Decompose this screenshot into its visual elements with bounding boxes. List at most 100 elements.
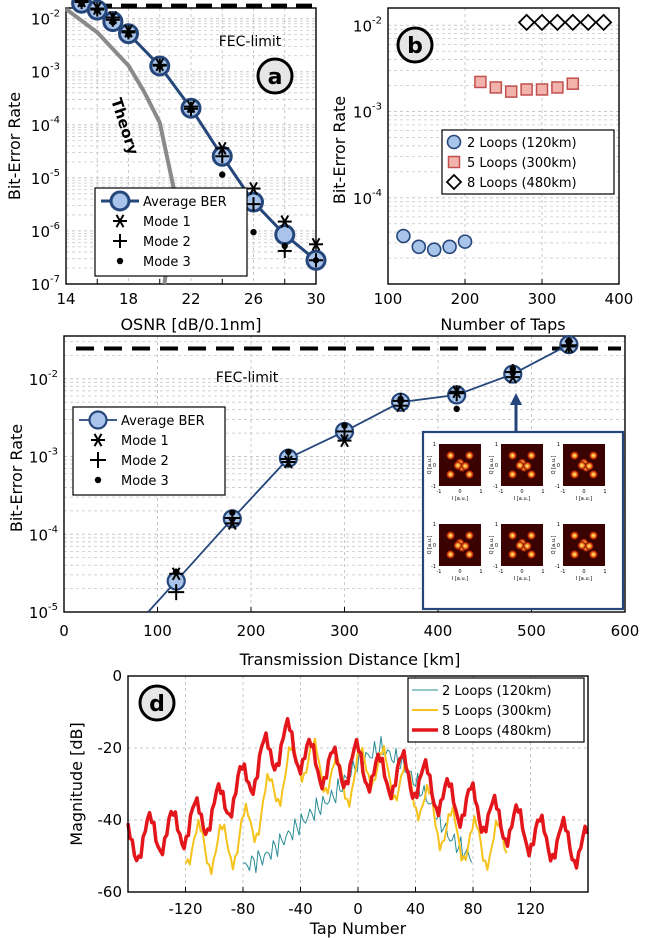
constellation-point <box>446 531 455 540</box>
mode2-point-c <box>448 385 465 402</box>
legend-label-a: Mode 1 <box>143 215 191 230</box>
mode1-point-a <box>277 214 292 229</box>
mode3-point-a <box>125 31 132 38</box>
c-x-axis-label: Transmission Distance [km] <box>239 650 461 669</box>
legend-marker-loops2-b <box>446 134 462 150</box>
legend-label-b: 5 Loops (300km) <box>467 156 577 171</box>
mode3-point-a <box>78 0 85 8</box>
mode3-point-c <box>397 395 404 403</box>
average-ber-point-a <box>274 224 296 246</box>
c-y-tick-label: 10-3 <box>29 447 58 467</box>
c-x-tick-label: 600 <box>611 622 640 640</box>
c-x-tick-label: 400 <box>424 622 453 640</box>
a-x-tick-label: 14 <box>56 290 75 308</box>
b-y-tick-label-base: 10 <box>353 190 372 208</box>
constellation-point <box>446 451 455 460</box>
c-y-tick-label-base: 10 <box>29 449 48 467</box>
loops2-point-b <box>396 228 411 244</box>
constellation-point <box>453 461 463 470</box>
panel-label-d: d <box>149 692 165 717</box>
constellation-point <box>589 470 598 479</box>
inset-x-axis-label: I [a.u.] <box>514 496 530 502</box>
inset-x-axis-label: I [a.u.] <box>576 576 592 582</box>
loops2-point-b <box>457 234 473 249</box>
mode2-point-a <box>246 197 261 212</box>
mode1-point-c-stroke <box>340 434 349 448</box>
constellation-point <box>465 531 474 540</box>
constellation-point <box>508 531 517 540</box>
inset-x-axis-label: I [a.u.] <box>452 576 468 582</box>
mode1-point-a-stroke <box>217 141 227 155</box>
inset-x-tick: -1 <box>437 569 442 575</box>
a-y-tick-label-base: 10 <box>31 170 50 188</box>
a-y-tick-label: 10-3 <box>31 62 60 82</box>
constellation-point <box>570 470 579 479</box>
constellation-point <box>508 470 517 479</box>
inset-x-tick: -1 <box>561 489 566 495</box>
a-y-tick-label-exponent: -7 <box>50 274 60 285</box>
legend-label-c: Mode 3 <box>121 474 169 489</box>
constellation-point <box>589 451 598 460</box>
a-y-tick-label-exponent: -6 <box>50 221 60 232</box>
a-x-tick-label: 30 <box>306 290 325 308</box>
inset-y-axis-label: Q [a.u.] <box>427 536 433 555</box>
inset-x-tick: 1 <box>603 569 606 575</box>
mode2-point-a <box>215 149 230 164</box>
legend-marker-mode1-a <box>113 214 127 228</box>
legend-label-c: Mode 1 <box>121 434 169 449</box>
legend-marker-mode2-a <box>113 234 127 248</box>
loops8-point-b <box>548 13 567 32</box>
loops8-point-b <box>517 13 536 32</box>
constellation-point <box>527 531 536 540</box>
c-x-tick-label: 300 <box>330 622 359 640</box>
constellation-point <box>461 461 470 471</box>
d-y-axis-label: Magnitude [dB] <box>67 722 86 845</box>
loops2-point-b <box>442 239 457 255</box>
a-y-tick-label-base: 10 <box>31 64 50 82</box>
legend-label-c: Mode 2 <box>121 454 169 469</box>
mode3-point-c <box>509 365 516 372</box>
d-x-tick-label: -40 <box>288 900 313 918</box>
c-y-axis-label: Bit-Error Rate <box>7 424 26 532</box>
a-y-axis-label: Bit-Error Rate <box>5 92 24 200</box>
d-y-tick-label: -60 <box>98 883 123 901</box>
inset-y-tick: 1 <box>433 442 436 448</box>
constellation-point <box>461 541 470 551</box>
constellation-point <box>508 550 517 559</box>
panel-label-circle-d <box>138 684 176 722</box>
b-y-tick-label-base: 10 <box>353 104 372 122</box>
d-y-tick-label: 0 <box>112 667 122 685</box>
a-x-tick-label: 18 <box>119 290 138 308</box>
a-x-axis-label: OSNR [dB/0.1nm] <box>120 315 261 334</box>
c-y-tick-label: 10-5 <box>29 602 58 622</box>
a-y-tick-label-exponent: -4 <box>50 115 60 126</box>
mode3-point-a <box>109 19 117 26</box>
constellation-point <box>570 451 579 460</box>
inset-x-tick: 0 <box>520 489 523 495</box>
legend-label-d: 5 Loops (300km) <box>442 704 552 719</box>
constellation-point <box>527 550 536 559</box>
mode3-point-a <box>281 242 288 250</box>
legend-box-b <box>441 129 615 195</box>
inset-x-tick: -1 <box>499 569 504 575</box>
panel-a-frame <box>65 7 317 285</box>
inset-x-axis-label: I [a.u.] <box>576 496 592 502</box>
legend-marker-loops8-b <box>445 173 463 191</box>
inset-x-tick: 0 <box>582 489 585 495</box>
legend-label-d: 8 Loops (480km) <box>442 724 552 739</box>
d-x-tick-label: 0 <box>353 900 363 918</box>
constellation-point <box>577 541 587 550</box>
constellation-point <box>570 550 579 559</box>
mode3-point-a <box>312 257 320 264</box>
mode2-point-c <box>168 584 185 601</box>
inset-x-tick: -1 <box>499 489 504 495</box>
d-x-tick-label: 40 <box>406 900 425 918</box>
constellation-point <box>527 451 536 460</box>
constellation-point <box>465 470 474 479</box>
loops8-point-b <box>533 13 551 32</box>
inset-y-tick: 0 <box>557 463 560 469</box>
loops5-point-b <box>566 77 580 90</box>
a-y-tick-label-exponent: -2 <box>50 9 60 20</box>
b-y-tick-label: 10-3 <box>353 102 382 122</box>
inset-y-tick: 0 <box>433 543 436 549</box>
